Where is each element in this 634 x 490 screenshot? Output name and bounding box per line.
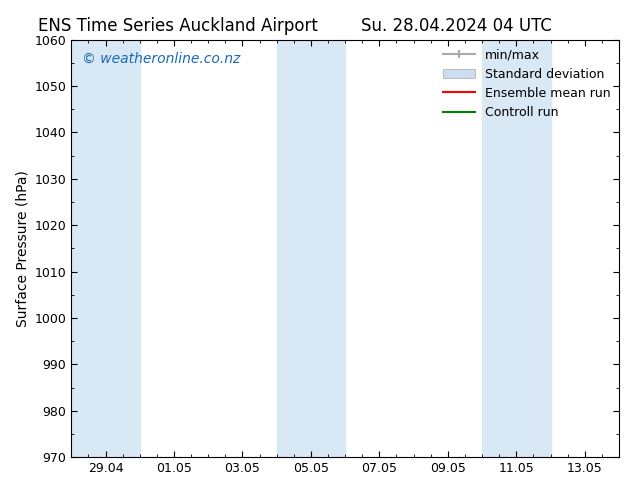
Y-axis label: Surface Pressure (hPa): Surface Pressure (hPa) (15, 170, 29, 327)
Bar (71, 40, 139, 457)
Text: ENS Time Series Auckland Airport: ENS Time Series Auckland Airport (37, 17, 318, 35)
Text: © weatheronline.co.nz: © weatheronline.co.nz (82, 52, 240, 66)
Legend: min/max, Standard deviation, Ensemble mean run, Controll run: min/max, Standard deviation, Ensemble me… (438, 43, 615, 124)
Text: Su. 28.04.2024 04 UTC: Su. 28.04.2024 04 UTC (361, 17, 552, 35)
Bar (276, 40, 345, 457)
Bar (482, 40, 550, 457)
